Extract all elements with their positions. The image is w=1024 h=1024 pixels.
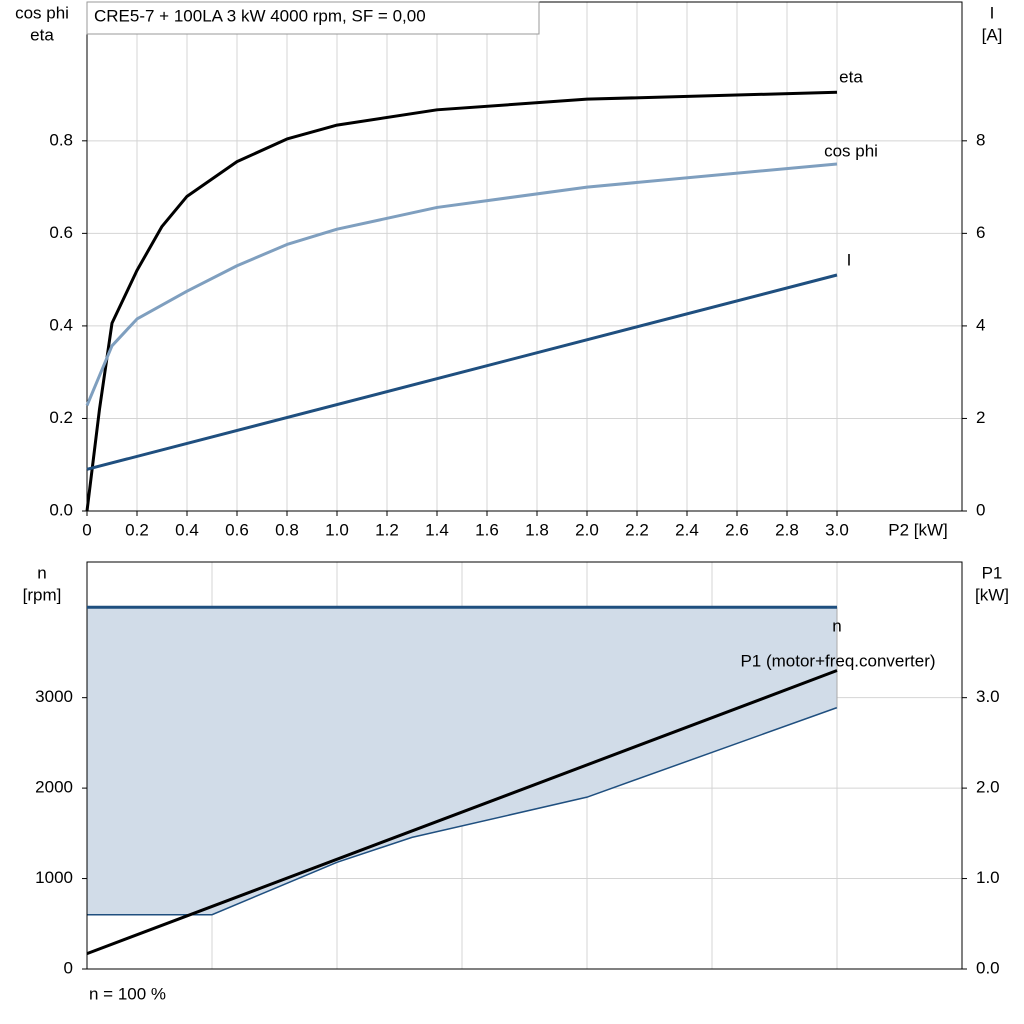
series-label: n — [832, 617, 841, 636]
x-tick-label: 1.2 — [375, 520, 399, 539]
y2-tick-label: 4 — [976, 315, 985, 334]
x-tick-label: 1.8 — [525, 520, 549, 539]
y2-axis-label: I — [990, 3, 995, 22]
y-axis-label: n — [37, 563, 46, 582]
y-tick-label: 0.4 — [49, 315, 73, 334]
y-tick-label: 3000 — [35, 687, 73, 706]
x-tick-label: 2.6 — [725, 520, 749, 539]
y-axis-label: cos phi — [15, 3, 69, 22]
series-label: eta — [839, 68, 863, 87]
x-tick-label: 2.0 — [575, 520, 599, 539]
footer-note: n = 100 % — [89, 984, 166, 1003]
line — [85, 162, 838, 407]
y-tick-label: 0 — [64, 958, 73, 977]
range-area — [87, 607, 837, 915]
y2-tick-label: 8 — [976, 130, 985, 149]
x-tick-label: 0.8 — [275, 520, 299, 539]
y2-axis-label: P1 — [982, 563, 1003, 582]
line — [86, 669, 838, 956]
x-tick-label: 0.2 — [125, 520, 149, 539]
y-tick-label: 2000 — [35, 778, 73, 797]
y-axis-label: [rpm] — [23, 585, 62, 604]
x-tick-label: 1.4 — [425, 520, 449, 539]
x-tick-label: 2.8 — [775, 520, 799, 539]
y2-tick-label: 2.0 — [976, 778, 1000, 797]
y2-tick-label: 2 — [976, 408, 985, 427]
x-tick-label: 1.6 — [475, 520, 499, 539]
y-tick-label: 0.8 — [49, 130, 73, 149]
x-tick-label: 1.0 — [325, 520, 349, 539]
x-tick-label: 3.0 — [825, 520, 849, 539]
y2-tick-label: 6 — [976, 223, 985, 242]
y-tick-label: 0.0 — [49, 500, 73, 519]
line — [86, 273, 838, 471]
plot-frame — [86, 561, 963, 970]
x-tick-label: 2.4 — [675, 520, 699, 539]
x-tick-label: 0 — [82, 520, 91, 539]
y2-tick-label: 0.0 — [976, 958, 1000, 977]
y2-tick-label: 3.0 — [976, 687, 1000, 706]
y-tick-label: 1000 — [35, 868, 73, 887]
x-tick-label: 0.6 — [225, 520, 249, 539]
x-tick-label: 2.2 — [625, 520, 649, 539]
y-axis-label: eta — [30, 25, 54, 44]
y-tick-label: 0.6 — [49, 223, 73, 242]
x-axis-label: P2 [kW] — [888, 520, 948, 539]
series-label: P1 (motor+freq.converter) — [740, 651, 935, 670]
line — [85, 90, 838, 512]
x-tick-label: 0.4 — [175, 520, 199, 539]
y2-axis-label: [kW] — [975, 585, 1009, 604]
y2-tick-label: 0 — [976, 500, 985, 519]
y-tick-label: 0.2 — [49, 408, 73, 427]
y2-axis-label: [A] — [982, 25, 1003, 44]
y2-tick-label: 1.0 — [976, 868, 1000, 887]
series-label: cos phi — [824, 141, 878, 160]
title-box — [86, 1, 540, 35]
series-label: I — [847, 250, 852, 269]
chart-title: CRE5-7 + 100LA 3 kW 4000 rpm, SF = 0,00 — [94, 6, 426, 25]
